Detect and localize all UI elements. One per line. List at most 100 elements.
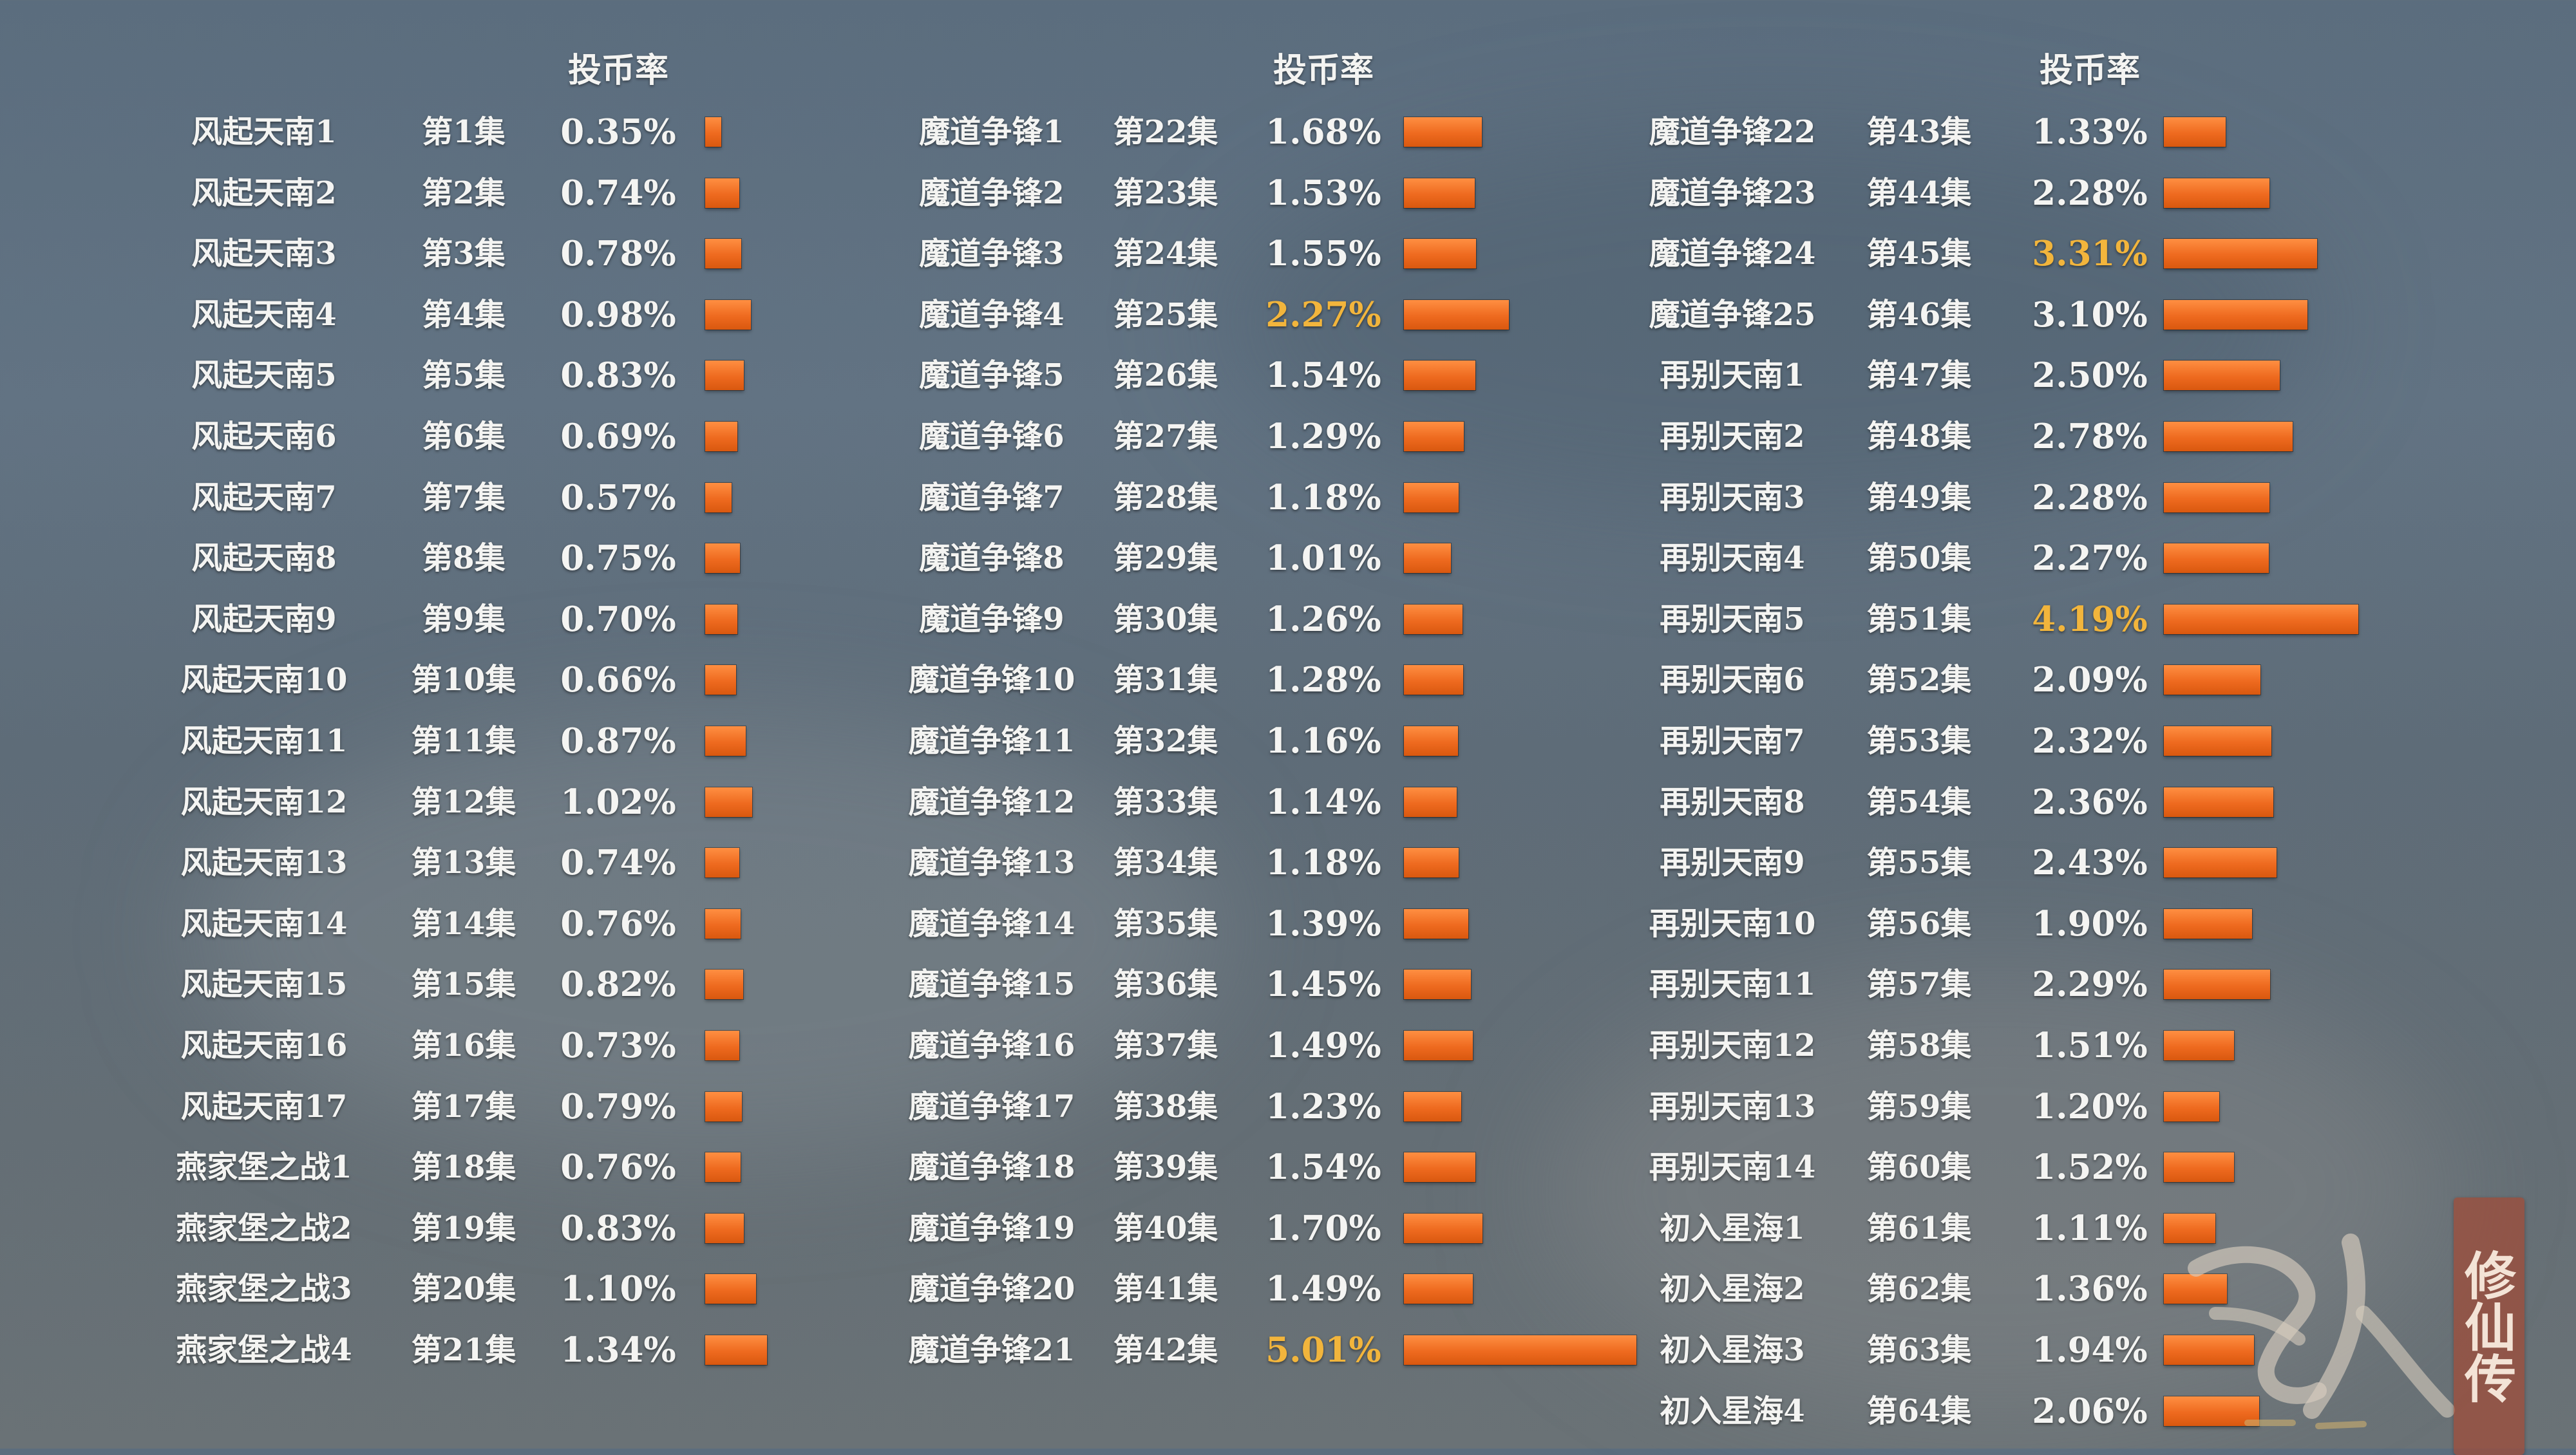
rate-label: 0.75% xyxy=(560,538,676,579)
rate-label: 5.01% xyxy=(1265,1330,1381,1370)
episode-row: 再别天南7 第53集 2.32% xyxy=(0,711,2576,771)
arc-title: 风起天南6 xyxy=(191,418,337,455)
rate-bar xyxy=(2164,117,2226,147)
rate-bar xyxy=(705,848,739,878)
arc-title: 风起天南8 xyxy=(191,540,337,577)
rate-bar xyxy=(1404,726,1458,756)
episode-row: 初入星海4 第64集 2.06% xyxy=(0,1381,2576,1441)
arc-title: 魔道争锋16 xyxy=(908,1028,1075,1064)
arc-title: 魔道争锋6 xyxy=(919,418,1065,455)
arc-title: 再别天南12 xyxy=(1649,1028,1816,1064)
episode-number: 第38集 xyxy=(1113,1088,1218,1125)
episode-row: 魔道争锋1 第22集 1.68% xyxy=(0,102,2576,162)
rate-label: 0.83% xyxy=(560,1208,676,1248)
rate-bar xyxy=(705,422,737,451)
episode-number: 第34集 xyxy=(1113,845,1218,881)
episode-row: 魔道争锋19 第40集 1.70% xyxy=(0,1198,2576,1259)
rate-bar xyxy=(1404,1274,1473,1304)
arc-title: 风起天南5 xyxy=(191,357,337,394)
column-header-rate: 投币率 xyxy=(1273,51,1374,90)
rate-bar xyxy=(705,178,739,208)
episode-number: 第60集 xyxy=(1866,1149,1972,1186)
seal-stamp: 修仙传 xyxy=(2454,1197,2524,1455)
arc-title: 魔道争锋13 xyxy=(908,845,1075,881)
episode-number: 第23集 xyxy=(1113,174,1218,211)
arc-title: 魔道争锋17 xyxy=(908,1088,1075,1125)
rate-bar xyxy=(2164,543,2269,574)
arc-title: 初入星海4 xyxy=(1660,1393,1805,1429)
rate-label: 1.49% xyxy=(1265,1026,1381,1065)
rate-bar xyxy=(2164,665,2260,695)
episode-number: 第59集 xyxy=(1866,1088,1972,1125)
episode-row: 再别天南8 第54集 2.36% xyxy=(0,772,2576,832)
episode-row: 风起天南10 第10集 0.66% xyxy=(0,650,2576,710)
arc-title: 魔道争锋22 xyxy=(1649,114,1816,150)
episode-row: 再别天南6 第52集 2.09% xyxy=(0,650,2576,710)
rate-label: 0.76% xyxy=(560,1147,676,1188)
rate-bar xyxy=(1404,299,1509,330)
episode-row: 再别天南13 第59集 1.20% xyxy=(0,1076,2576,1137)
rate-bar xyxy=(705,299,751,330)
column-header-rate: 投币率 xyxy=(567,51,668,90)
arc-title: 风起天南11 xyxy=(180,723,348,759)
episode-row: 风起天南4 第4集 0.98% xyxy=(0,285,2576,345)
episode-number: 第4集 xyxy=(422,296,506,333)
rate-label: 2.29% xyxy=(2032,964,2148,1005)
rate-bar xyxy=(705,1213,744,1243)
arc-title: 风起天南13 xyxy=(180,845,348,881)
rate-bar xyxy=(2164,970,2270,1000)
episode-number: 第40集 xyxy=(1113,1210,1218,1246)
episode-number: 第61集 xyxy=(1866,1210,1972,1246)
arc-title: 魔道争锋8 xyxy=(919,540,1065,577)
rate-label: 0.98% xyxy=(560,294,676,335)
rate-label: 1.16% xyxy=(1265,721,1381,761)
episode-number: 第14集 xyxy=(411,905,516,942)
rate-bar xyxy=(705,604,737,634)
episode-number: 第58集 xyxy=(1866,1028,1972,1064)
episode-number: 第10集 xyxy=(411,662,516,699)
episode-row: 风起天南5 第5集 0.83% xyxy=(0,345,2576,406)
watermark-logo: 修仙传 xyxy=(2170,1197,2531,1455)
rate-bar xyxy=(705,482,732,512)
arc-title: 风起天南9 xyxy=(191,601,337,637)
rate-label: 1.52% xyxy=(2032,1147,2148,1188)
arc-title: 再别天南5 xyxy=(1660,601,1805,637)
rate-bar xyxy=(705,1031,739,1060)
arc-title: 魔道争锋21 xyxy=(908,1332,1075,1368)
arc-title: 再别天南3 xyxy=(1660,479,1805,516)
arc-title: 魔道争锋12 xyxy=(908,784,1075,820)
arc-title: 魔道争锋3 xyxy=(919,236,1065,272)
arc-title: 风起天南14 xyxy=(180,905,348,942)
episode-row: 魔道争锋14 第35集 1.39% xyxy=(0,894,2576,954)
arc-title: 风起天南10 xyxy=(180,662,348,699)
episode-row: 风起天南6 第6集 0.69% xyxy=(0,406,2576,467)
rate-bar xyxy=(2164,848,2277,878)
arc-title: 魔道争锋5 xyxy=(919,357,1065,394)
episode-row: 再别天南14 第60集 1.52% xyxy=(0,1137,2576,1197)
rate-bar xyxy=(1404,361,1475,391)
rate-bar xyxy=(705,239,741,269)
episode-row: 再别天南1 第47集 2.50% xyxy=(0,345,2576,406)
rate-bar xyxy=(705,726,746,756)
rate-label: 1.94% xyxy=(2032,1330,2148,1370)
rate-bar xyxy=(705,1152,741,1183)
episode-row: 魔道争锋5 第26集 1.54% xyxy=(0,345,2576,406)
episode-row: 魔道争锋18 第39集 1.54% xyxy=(0,1137,2576,1197)
rate-bar xyxy=(2164,1031,2234,1060)
episode-row: 风起天南12 第12集 1.02% xyxy=(0,772,2576,832)
rate-bar xyxy=(705,787,752,817)
episode-row: 魔道争锋22 第43集 1.33% xyxy=(0,102,2576,162)
episode-row: 风起天南14 第14集 0.76% xyxy=(0,894,2576,954)
rate-bar xyxy=(2164,1152,2234,1183)
rate-label: 1.68% xyxy=(1265,112,1381,152)
rate-label: 0.73% xyxy=(560,1026,676,1065)
episode-number: 第56集 xyxy=(1866,905,1972,942)
arc-title: 魔道争锋9 xyxy=(919,601,1065,637)
episode-row: 魔道争锋17 第38集 1.23% xyxy=(0,1076,2576,1137)
rate-label: 1.02% xyxy=(560,782,676,822)
arc-title: 再别天南9 xyxy=(1660,845,1805,881)
arc-title: 魔道争锋7 xyxy=(919,479,1065,516)
rate-label: 0.69% xyxy=(560,417,676,456)
arc-title: 再别天南2 xyxy=(1660,418,1805,455)
episode-number: 第57集 xyxy=(1866,966,1972,1003)
